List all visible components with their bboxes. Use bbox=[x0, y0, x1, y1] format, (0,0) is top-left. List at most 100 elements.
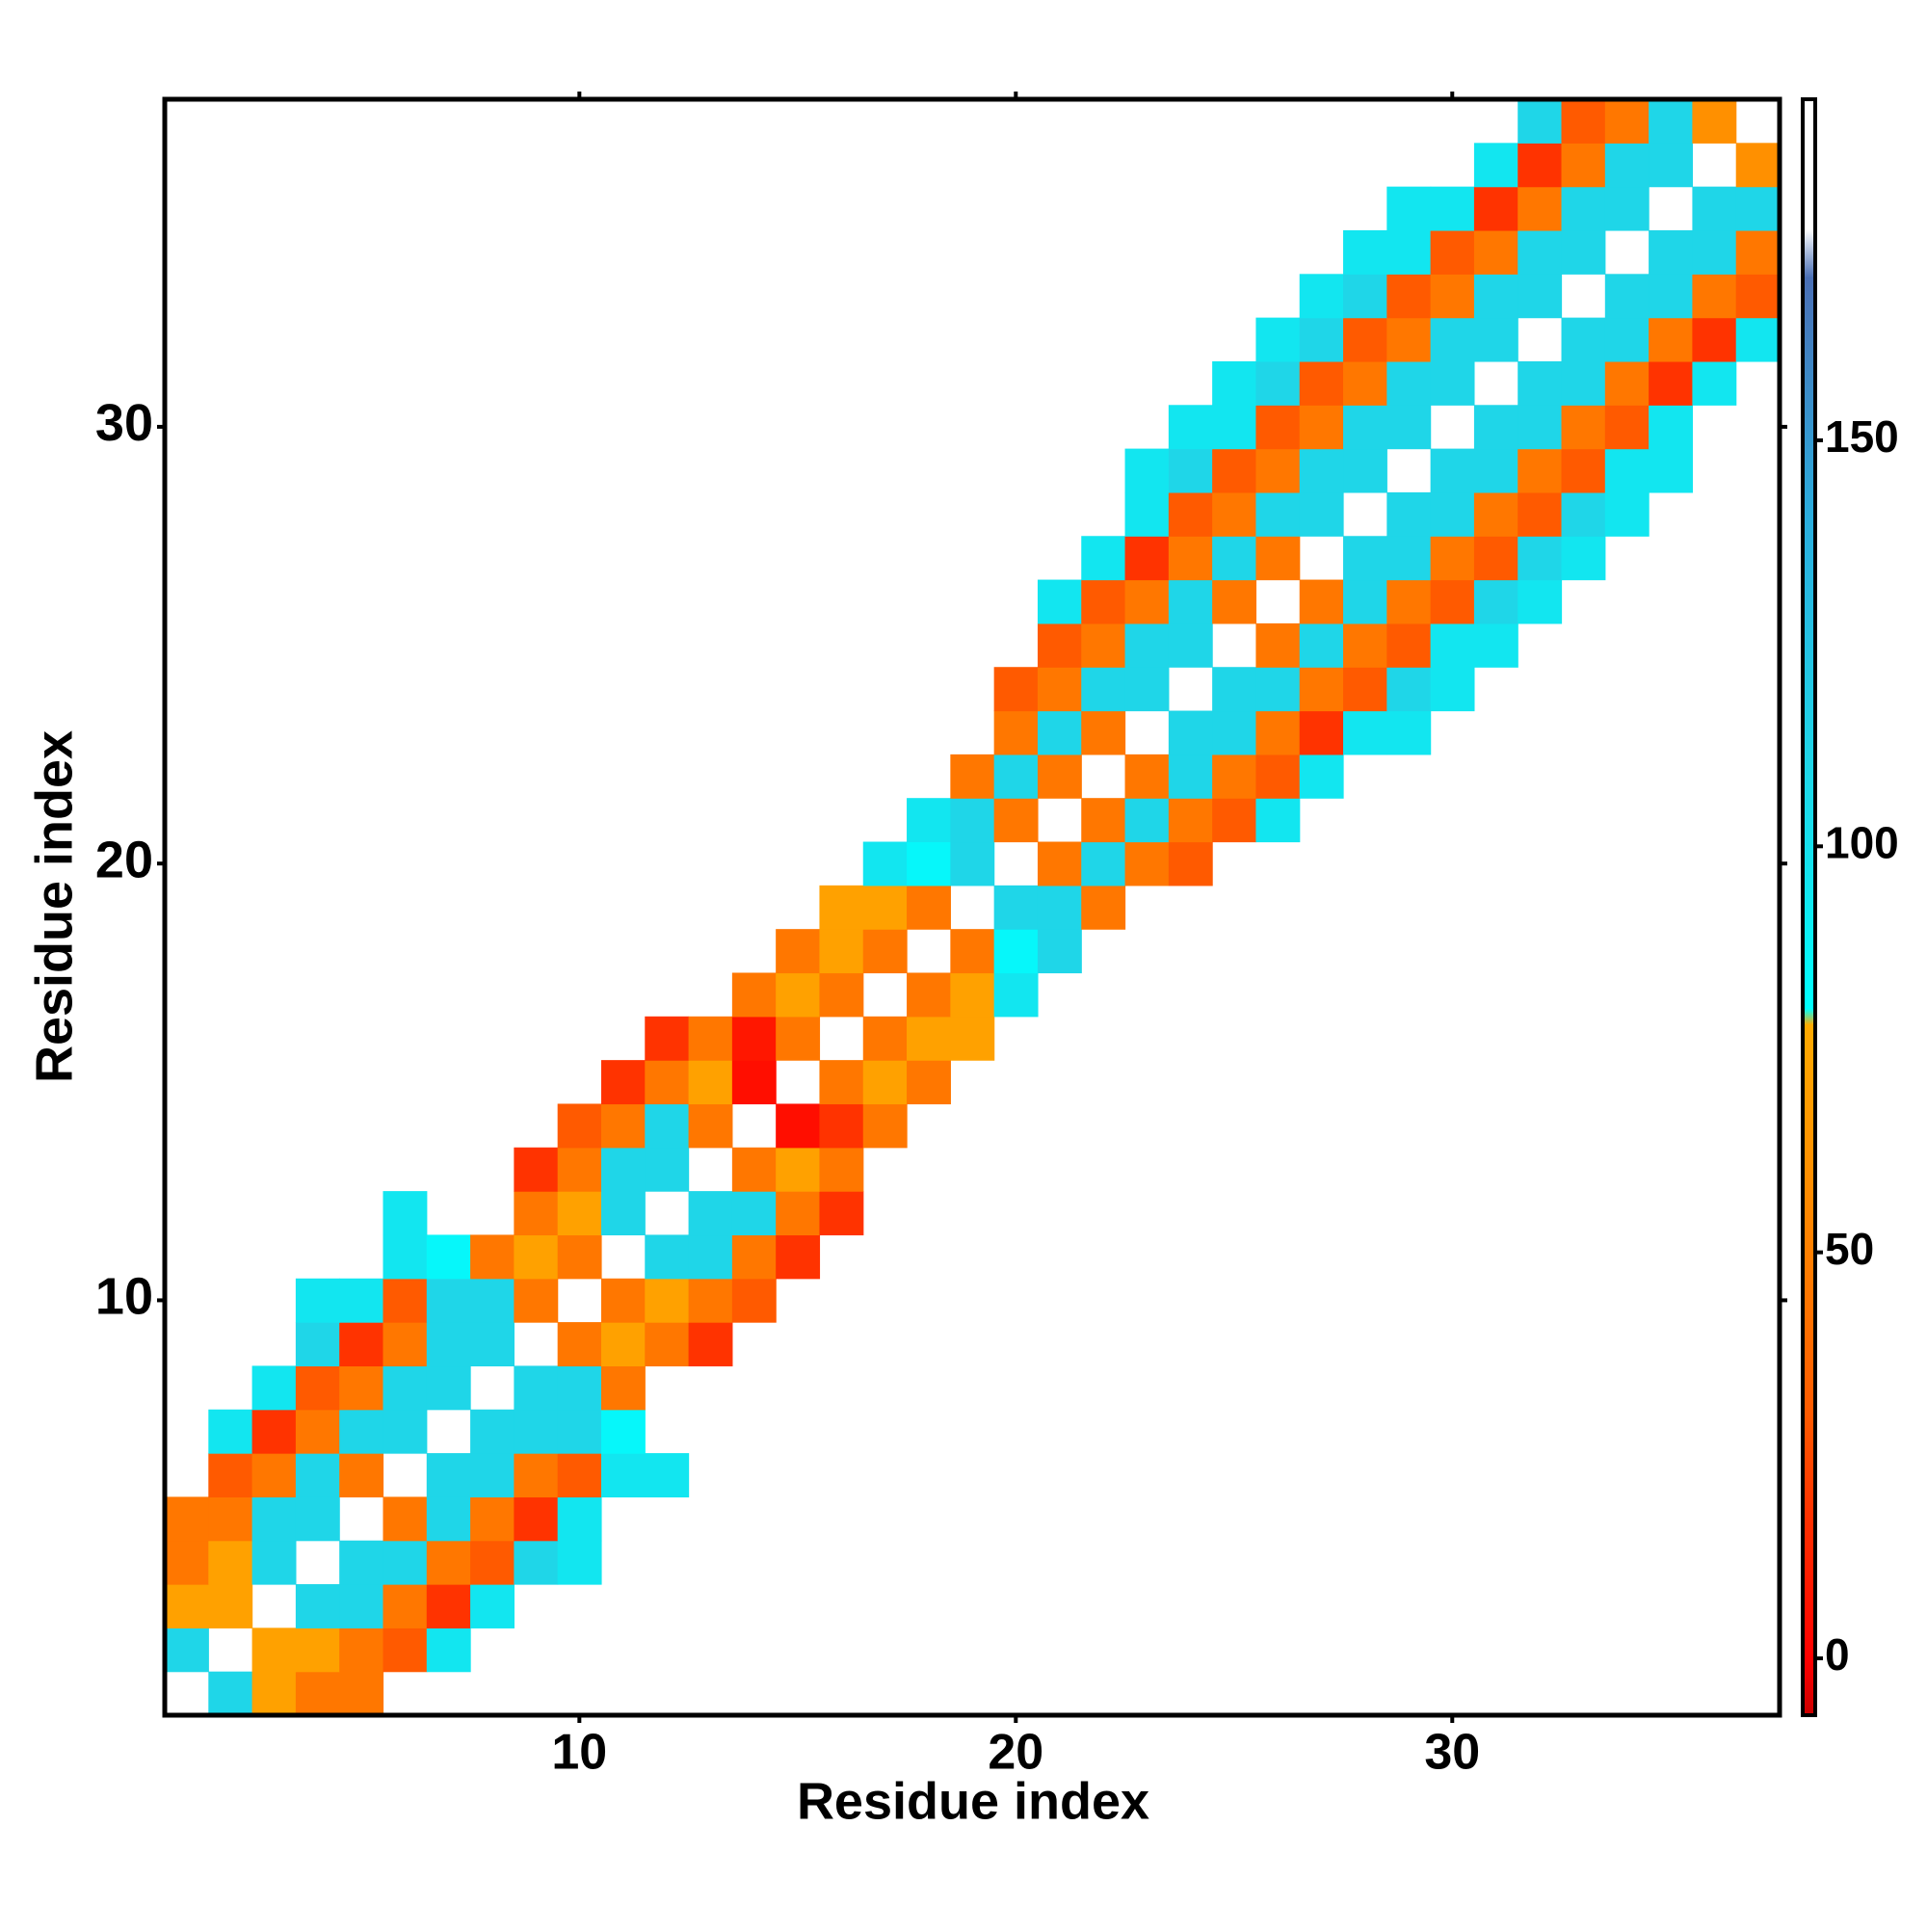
heatmap-cell bbox=[776, 972, 821, 1018]
heatmap-cell bbox=[295, 1628, 340, 1673]
heatmap-cell bbox=[1255, 710, 1301, 755]
heatmap-cell bbox=[426, 1584, 471, 1628]
heatmap-cell bbox=[1604, 143, 1650, 188]
heatmap-cell bbox=[1692, 229, 1737, 275]
colorbar-tick-label: 150 bbox=[1825, 411, 1899, 462]
heatmap-cell bbox=[514, 1409, 559, 1454]
heatmap-cell bbox=[557, 1103, 602, 1149]
heatmap-cell bbox=[1386, 710, 1432, 755]
heatmap-cell bbox=[1299, 754, 1344, 799]
heatmap-cell bbox=[1561, 99, 1606, 144]
heatmap-cell bbox=[1212, 754, 1257, 799]
heatmap-cell bbox=[645, 1016, 690, 1061]
heatmap-cell bbox=[1299, 667, 1344, 712]
heatmap-cell bbox=[1255, 536, 1301, 581]
heatmap-cell bbox=[383, 1365, 428, 1411]
heatmap-cell bbox=[600, 1409, 646, 1454]
heatmap-cell bbox=[993, 798, 1039, 843]
heatmap-cell bbox=[1255, 798, 1301, 843]
heatmap-cell bbox=[1604, 360, 1650, 406]
heatmap-cell bbox=[1212, 667, 1257, 712]
heatmap-cell bbox=[1343, 448, 1387, 493]
heatmap-cell bbox=[600, 1453, 646, 1497]
heatmap-cell bbox=[600, 1191, 646, 1236]
heatmap-cell bbox=[1473, 579, 1518, 624]
heatmap-cell bbox=[1649, 274, 1694, 319]
heatmap-cell bbox=[1473, 448, 1518, 493]
heatmap-cell bbox=[1561, 491, 1606, 537]
colorbar bbox=[1801, 97, 1817, 1717]
heatmap-cell bbox=[1124, 448, 1170, 493]
heatmap-cell bbox=[295, 1671, 340, 1716]
heatmap-cell bbox=[1561, 229, 1606, 275]
heatmap-cell bbox=[1255, 448, 1301, 493]
heatmap-cell bbox=[731, 1234, 777, 1280]
heatmap-cell bbox=[1037, 667, 1082, 712]
heatmap-cell bbox=[1604, 448, 1650, 493]
heatmap-cell bbox=[1518, 579, 1563, 624]
colorbar-tick-label: 0 bbox=[1825, 1629, 1850, 1680]
heatmap-cell bbox=[1124, 754, 1170, 799]
heatmap-cell bbox=[907, 885, 951, 930]
heatmap-cell bbox=[383, 1191, 428, 1236]
heatmap-cell bbox=[1037, 710, 1082, 755]
heatmap-cell bbox=[1212, 798, 1257, 843]
heatmap-cell bbox=[1430, 667, 1475, 712]
heatmap-cell bbox=[208, 1453, 253, 1497]
heatmap-cell bbox=[383, 1496, 428, 1542]
heatmap-cell bbox=[950, 1016, 995, 1061]
heatmap-cell bbox=[600, 1278, 646, 1323]
y-axis-title: Residue index bbox=[25, 730, 83, 1083]
heatmap-cell bbox=[208, 1540, 253, 1585]
x-tick-label: 20 bbox=[988, 1725, 1043, 1781]
heatmap-cell bbox=[731, 972, 777, 1018]
heatmap-cell bbox=[251, 1671, 297, 1716]
heatmap-cell bbox=[731, 1191, 777, 1236]
heatmap-cell bbox=[1299, 491, 1344, 537]
heatmap-cell bbox=[426, 1496, 471, 1542]
heatmap-cell bbox=[1735, 274, 1781, 319]
heatmap-cell bbox=[557, 1453, 602, 1497]
heatmap-cell bbox=[819, 1191, 864, 1236]
heatmap-cell bbox=[1561, 186, 1606, 231]
heatmap-cell bbox=[426, 1540, 471, 1585]
heatmap-cell bbox=[470, 1322, 515, 1367]
heatmap-cell bbox=[1255, 491, 1301, 537]
heatmap-cell bbox=[1473, 317, 1518, 362]
heatmap-cell bbox=[1430, 186, 1475, 231]
heatmap-cell bbox=[165, 1584, 209, 1628]
heatmap-cell bbox=[862, 929, 908, 974]
heatmap-cell bbox=[1604, 274, 1650, 319]
heatmap-cell bbox=[1692, 317, 1737, 362]
heatmap-cell bbox=[688, 1191, 733, 1236]
heatmap-cell bbox=[1168, 536, 1213, 581]
heatmap-cell bbox=[339, 1584, 384, 1628]
heatmap-cell bbox=[950, 798, 995, 843]
heatmap-cell bbox=[907, 1016, 951, 1061]
heatmap-cell bbox=[1168, 710, 1213, 755]
heatmap-cell bbox=[1430, 491, 1475, 537]
heatmap-cell bbox=[1386, 491, 1432, 537]
heatmap-cell bbox=[1473, 405, 1518, 450]
heatmap-cell bbox=[1124, 798, 1170, 843]
heatmap-cell bbox=[1081, 841, 1126, 887]
heatmap-cell bbox=[688, 1234, 733, 1280]
heatmap-cell bbox=[993, 667, 1039, 712]
heatmap-cell bbox=[383, 1278, 428, 1323]
heatmap-cell bbox=[1124, 579, 1170, 624]
heatmap-cell bbox=[1692, 274, 1737, 319]
heatmap-cell bbox=[1081, 798, 1126, 843]
heatmap-cell bbox=[1649, 229, 1694, 275]
heatmap-cell bbox=[557, 1191, 602, 1236]
heatmap-cell bbox=[1124, 622, 1170, 668]
heatmap-cell bbox=[776, 1103, 821, 1149]
heatmap-cell bbox=[514, 1234, 559, 1280]
heatmap-cell bbox=[907, 798, 951, 843]
colorbar-tick-label: 100 bbox=[1825, 817, 1899, 867]
heatmap-cell bbox=[645, 1453, 690, 1497]
heatmap-cell bbox=[1124, 841, 1170, 887]
heatmap-cell bbox=[295, 1584, 340, 1628]
heatmap-cell bbox=[1430, 622, 1475, 668]
heatmap-cell bbox=[1430, 317, 1475, 362]
heatmap-cell bbox=[1299, 405, 1344, 450]
